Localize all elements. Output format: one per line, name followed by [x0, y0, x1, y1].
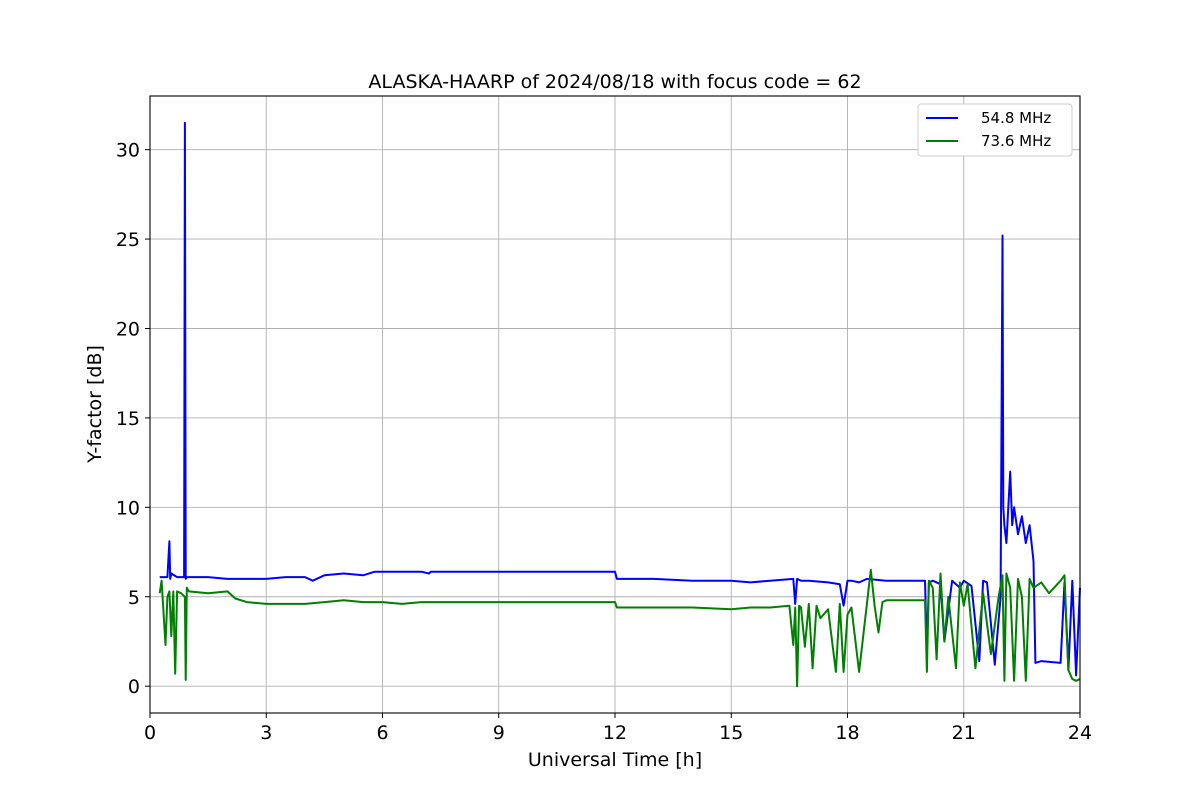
y-tick-label: 15 [116, 408, 140, 430]
y-tick-label: 5 [128, 587, 140, 609]
x-tick-label: 15 [719, 722, 743, 744]
chart-title: ALASKA-HAARP of 2024/08/18 with focus co… [368, 71, 861, 93]
series-line-73-6-mhz [158, 568, 1081, 688]
y-tick-label: 20 [116, 318, 140, 340]
legend-label-73-6: 73.6 MHz [981, 132, 1051, 150]
legend-label-54-8: 54.8 MHz [981, 109, 1051, 127]
series-layer [158, 121, 1081, 688]
x-tick-label: 9 [493, 722, 505, 744]
y-axis-label: Y-factor [dB] [84, 345, 106, 464]
x-tick-label: 6 [376, 722, 388, 744]
tick-layer: 0 3 6 9 12 15 18 21 24 0 5 10 15 20 25 30 [116, 140, 1092, 744]
y-tick-label: 0 [128, 676, 140, 698]
x-tick-label: 18 [835, 722, 859, 744]
x-tick-label: 21 [952, 722, 976, 744]
x-tick-label: 12 [603, 722, 627, 744]
x-axis-label: Universal Time [h] [528, 749, 702, 771]
x-tick-label: 24 [1068, 722, 1092, 744]
y-tick-label: 30 [116, 140, 140, 162]
series-line-54-8-mhz [159, 121, 1081, 677]
y-tick-label: 25 [116, 229, 140, 251]
x-tick-label: 3 [260, 722, 272, 744]
legend: 54.8 MHz 73.6 MHz [917, 103, 1073, 157]
x-tick-label: 0 [144, 722, 156, 744]
y-tick-label: 10 [116, 497, 140, 519]
